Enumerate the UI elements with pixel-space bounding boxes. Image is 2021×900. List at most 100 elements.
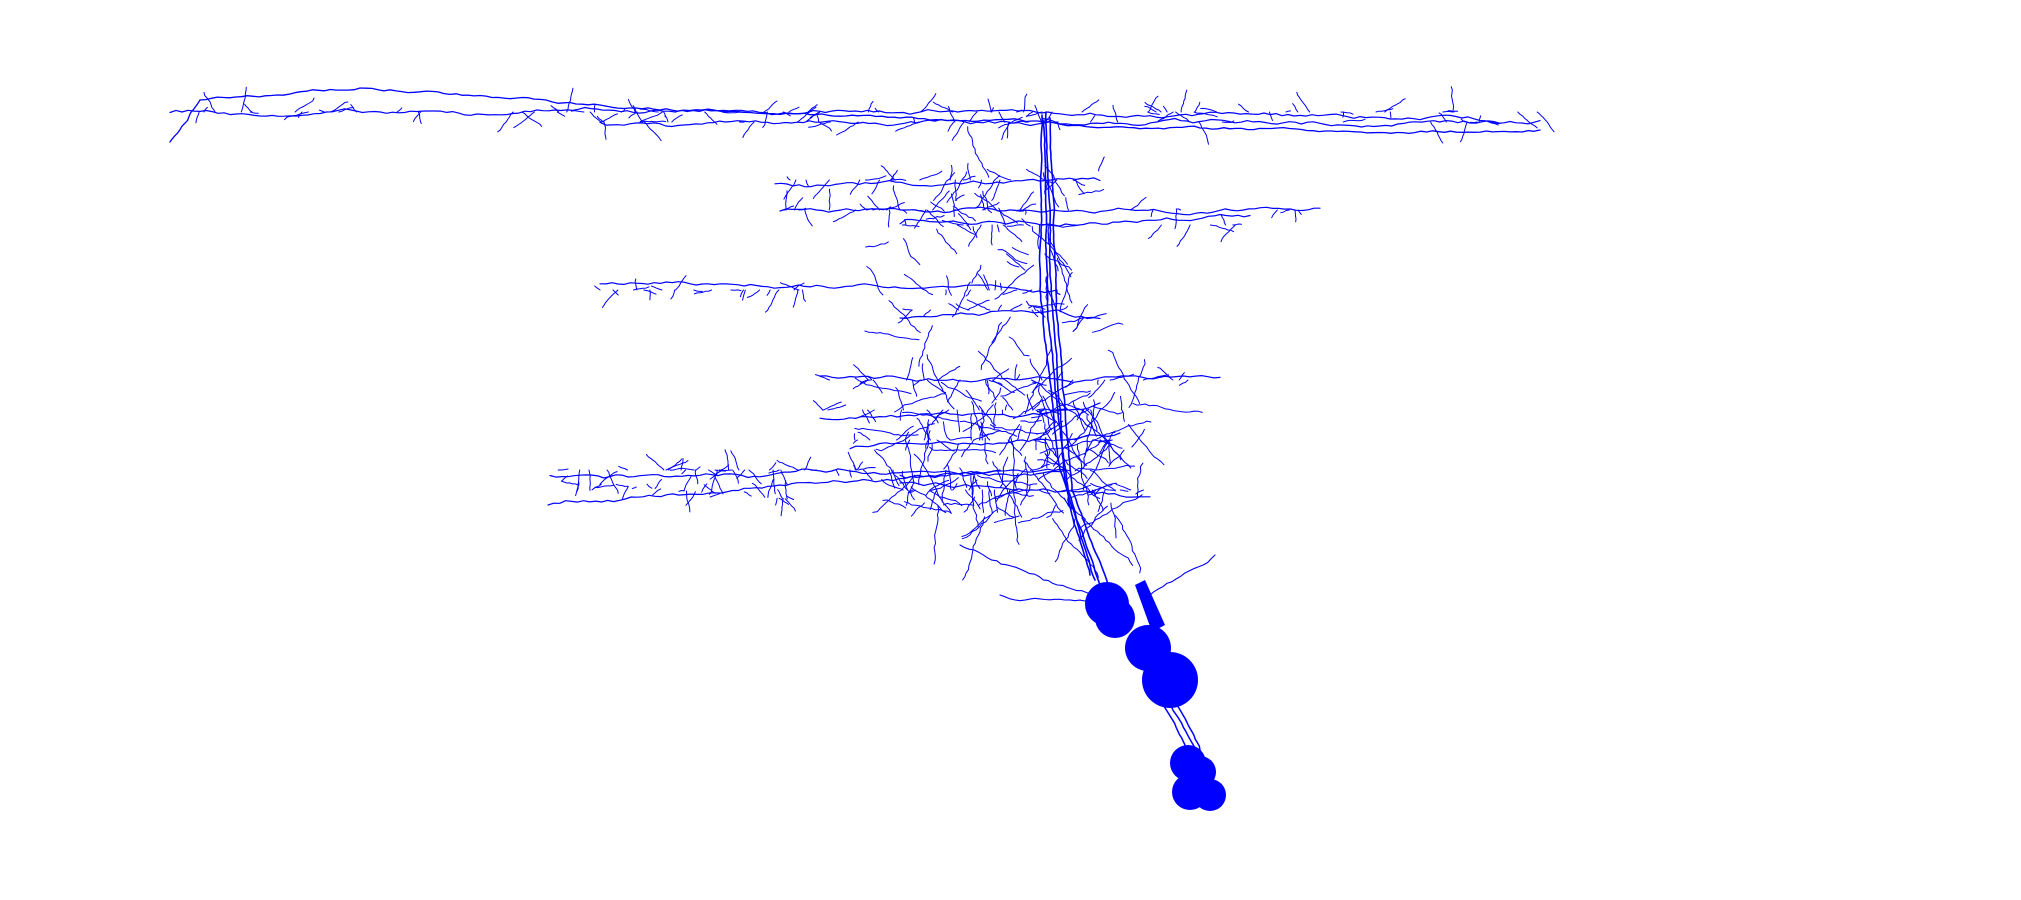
basal-arbor-twig	[1089, 469, 1116, 492]
basal-branch	[695, 466, 701, 471]
middle-branch	[955, 303, 970, 311]
mid-arbor-twig	[936, 228, 958, 255]
middle-branch	[792, 289, 799, 308]
basal-branch	[1090, 482, 1110, 491]
middle-branch	[945, 289, 947, 296]
basal-branch	[768, 469, 780, 474]
basal-arbor-twig	[1024, 344, 1052, 415]
middle-branch	[1045, 285, 1057, 311]
basal-branch	[1091, 489, 1104, 512]
lower-branch	[965, 389, 980, 411]
upper-branch	[990, 224, 993, 246]
basal-arbor-twig	[959, 467, 968, 488]
middle-branch	[742, 289, 746, 301]
basal-branch	[775, 497, 778, 506]
basal-arbor-twig	[991, 387, 1002, 404]
top-tuft-branch	[782, 111, 791, 117]
basal-arbor-twig	[1044, 436, 1049, 469]
soma-process	[1135, 580, 1165, 632]
lower-branch	[1015, 374, 1021, 381]
basal-branch	[708, 469, 718, 495]
upper-branch	[1037, 224, 1040, 250]
basal-branch	[979, 423, 984, 441]
basal-arbor-twig	[1052, 518, 1099, 578]
top-tuft-branch	[763, 100, 778, 113]
basal-arbor-twig	[1054, 518, 1076, 563]
basal-branch	[777, 489, 783, 500]
upper-branch	[1297, 209, 1302, 215]
lower-branch	[906, 357, 914, 381]
middle-branch	[966, 299, 991, 311]
top-tuft-branch	[338, 107, 354, 113]
top-tuft-branch	[1470, 121, 1478, 124]
basal-arbor-twig	[1081, 517, 1134, 566]
upper-branch	[892, 185, 901, 211]
basal-branch	[709, 493, 721, 498]
top-tuft-branch	[1026, 111, 1033, 118]
basal-arbor-twig	[959, 420, 1018, 437]
basal-branch	[978, 426, 991, 441]
mid-arbor-twig	[1059, 271, 1073, 313]
upper-branch	[919, 170, 943, 181]
basal-branch	[929, 479, 950, 491]
top-tuft-branch	[318, 109, 325, 113]
top-tuft-branch	[809, 111, 821, 119]
basal-branch	[1032, 430, 1051, 441]
top-tuft-branch	[1292, 103, 1299, 113]
basal-arbor-twig	[977, 475, 1038, 486]
lower-branch	[1064, 379, 1074, 388]
lower-branch	[1088, 379, 1106, 399]
basal-branch	[804, 456, 812, 471]
upper-branch	[1150, 209, 1154, 218]
upper-branch	[1174, 209, 1178, 230]
upper-branch	[812, 179, 830, 199]
lower-branch	[812, 400, 824, 411]
upper-branch	[998, 207, 1006, 226]
upper-branch	[1043, 179, 1054, 185]
upper-branch	[784, 205, 795, 211]
mid-arbor-twig	[946, 275, 952, 296]
basal-branch	[1094, 489, 1100, 496]
basal-arbor-twig	[1000, 382, 1037, 397]
basal-branch	[772, 469, 776, 495]
basal-branch	[881, 479, 904, 491]
top-tuft-branch	[1342, 118, 1366, 123]
top-tuft-branch	[639, 120, 667, 123]
basal-branch	[895, 425, 914, 441]
top-tuft-branch	[867, 100, 874, 113]
basal-branch	[615, 483, 629, 487]
mid-arbor-twig	[980, 321, 1002, 370]
upper-branch	[903, 219, 907, 226]
basal-arbor-twig	[963, 496, 976, 513]
axon-segment	[1167, 699, 1196, 749]
top-tuft-branch	[203, 91, 216, 113]
basal-arbor-twig	[918, 430, 931, 486]
basal-branch	[1017, 425, 1022, 441]
lower-branch	[815, 374, 830, 381]
upper-branch	[941, 220, 964, 226]
lower-branch	[1035, 409, 1057, 424]
basal-arbor-twig	[933, 505, 940, 565]
basal-branch	[1059, 489, 1069, 493]
top-tuft-branch	[1285, 110, 1291, 113]
top-tuft-branch	[919, 93, 937, 113]
middle-branch	[670, 289, 676, 300]
lower-branch	[867, 376, 873, 381]
basal-arbor-twig	[1020, 420, 1042, 423]
top-tuft-branch	[627, 99, 636, 113]
basal-branch	[776, 459, 799, 471]
basal-branch	[1038, 420, 1055, 441]
top-tuft-branch	[1047, 111, 1541, 125]
mid-arbor-twig	[971, 264, 982, 284]
basal-branch	[970, 414, 973, 441]
mid-arbor-twig	[866, 266, 884, 296]
basal-branch	[703, 484, 716, 494]
basal-branch	[981, 489, 985, 513]
mid-arbor-twig	[1044, 253, 1072, 271]
mid-arbor-twig	[954, 194, 965, 201]
upper-branch	[867, 195, 880, 211]
basal-arbor-twig	[1080, 494, 1143, 528]
top-tuft-branch	[1296, 91, 1311, 113]
basal-arbor-twig	[1067, 404, 1090, 416]
upper-branch	[1209, 224, 1235, 233]
